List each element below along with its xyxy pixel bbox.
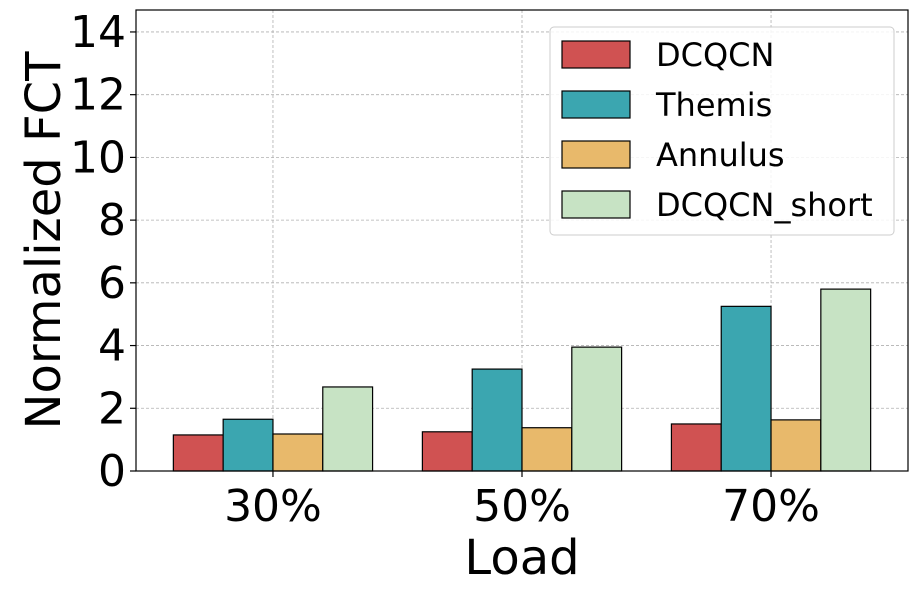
bar-themis-0 — [222, 418, 274, 472]
y-tick-label: 8 — [98, 195, 126, 246]
x-tick-label: 70% — [722, 481, 820, 532]
legend-swatch — [561, 90, 631, 119]
bars — [172, 288, 872, 472]
x-tick-label: 50% — [473, 481, 571, 532]
legend-label: DCQCN — [656, 36, 774, 74]
legend: DCQCN Themis Annulus DCQCN_short — [549, 26, 895, 236]
y-tick-label: 10 — [70, 132, 126, 183]
bar-themis-1 — [471, 368, 523, 472]
y-axis-ticks: 0 2 4 6 8 10 12 14 — [70, 7, 136, 497]
y-tick-label: 4 — [98, 321, 126, 372]
bar-dcqcn-short-2 — [820, 288, 872, 472]
bar-dcqcn-short-1 — [571, 346, 623, 472]
y-tick-label: 0 — [98, 446, 126, 497]
x-tick-label: 30% — [224, 481, 322, 532]
bar-annulus-2 — [770, 419, 822, 472]
bar-dcqcn-0 — [172, 434, 224, 472]
legend-swatch — [561, 190, 631, 219]
bar-dcqcn-2 — [670, 423, 722, 472]
legend-label: DCQCN_short — [656, 186, 873, 224]
y-axis-title: Normalized FCT — [16, 51, 72, 430]
legend-label: Annulus — [656, 136, 785, 174]
y-tick-label: 12 — [70, 70, 126, 121]
bar-annulus-0 — [272, 433, 324, 472]
legend-swatch — [561, 140, 631, 169]
bar-dcqcn-1 — [421, 431, 473, 472]
y-tick-label: 6 — [98, 258, 126, 309]
bar-dcqcn-short-0 — [322, 386, 374, 472]
legend-frame — [549, 26, 895, 236]
bar-themis-2 — [720, 305, 772, 472]
legend-swatch — [561, 40, 631, 69]
y-tick-label: 2 — [98, 383, 126, 434]
x-axis-title: Load — [464, 530, 579, 586]
x-axis-ticks: 30% 50% 70% — [224, 471, 820, 532]
legend-label: Themis — [655, 86, 772, 124]
y-tick-label: 14 — [70, 7, 126, 58]
bar-annulus-1 — [521, 427, 573, 472]
